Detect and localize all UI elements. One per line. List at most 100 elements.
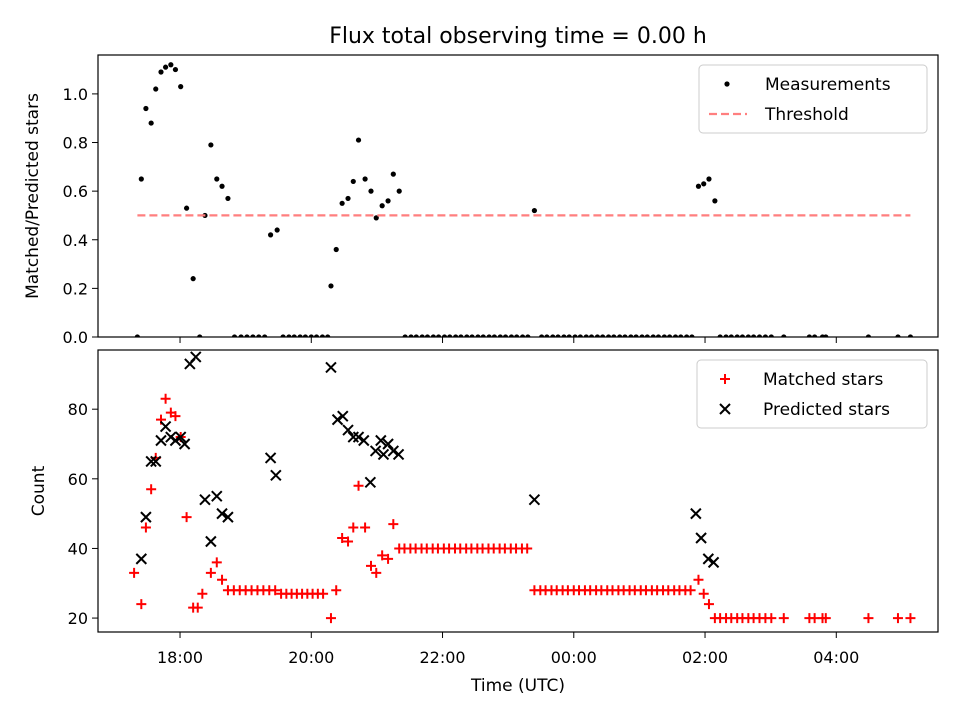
measurements-point bbox=[475, 334, 481, 337]
measurements-point bbox=[639, 334, 645, 337]
measurements-point bbox=[781, 334, 787, 337]
ratio-y-tick-label: 0.0 bbox=[63, 328, 88, 347]
measurements-point bbox=[138, 176, 144, 182]
predicted-stars-point bbox=[205, 535, 217, 548]
measurements-point bbox=[628, 334, 634, 337]
measurements-point bbox=[812, 334, 818, 337]
matched-stars-point bbox=[270, 585, 281, 596]
measurements-point bbox=[458, 334, 464, 337]
predicted-stars-point bbox=[342, 424, 354, 436]
predicted-stars-point bbox=[190, 351, 202, 363]
measurements-point bbox=[684, 334, 690, 337]
matched-stars-point bbox=[388, 519, 399, 530]
x-axis-label: Time (UTC) bbox=[470, 676, 565, 696]
predicted-stars-point bbox=[270, 469, 282, 482]
measurements-point bbox=[219, 183, 225, 189]
measurements-point bbox=[238, 334, 244, 337]
matched-stars-point bbox=[217, 574, 228, 585]
measurements-point bbox=[385, 198, 391, 204]
measurements-point bbox=[328, 283, 334, 289]
measurements-point bbox=[605, 334, 612, 337]
count-x-tick-label: 22:00 bbox=[419, 648, 465, 667]
count-x-tick-label: 04:00 bbox=[813, 648, 859, 667]
measurements-point bbox=[806, 334, 812, 337]
measurements-point bbox=[408, 334, 414, 337]
matched-stars-point bbox=[211, 557, 222, 568]
measurements-point bbox=[712, 198, 718, 204]
predicted-stars-point bbox=[707, 556, 720, 569]
count-y-axis-label: Count bbox=[29, 465, 49, 516]
measurements-point bbox=[823, 334, 829, 337]
measurements-point bbox=[291, 334, 297, 337]
matched-stars-point bbox=[181, 512, 192, 523]
measurements-point bbox=[678, 334, 684, 337]
measurements-point bbox=[480, 334, 486, 337]
ratio-y-tick-label: 0.4 bbox=[63, 231, 88, 250]
measurements-point bbox=[447, 334, 453, 337]
legend-measurements-swatch bbox=[724, 81, 730, 87]
predicted-stars-point bbox=[358, 434, 370, 447]
measurements-point bbox=[225, 195, 231, 202]
matched-stars-point bbox=[146, 484, 157, 495]
count-data bbox=[129, 351, 916, 624]
measurements-point bbox=[588, 334, 595, 337]
ratio-y-tick-label: 0.2 bbox=[63, 279, 88, 298]
measurements-point bbox=[583, 334, 589, 337]
measurements-point bbox=[262, 334, 268, 337]
measurements-point bbox=[633, 334, 639, 337]
measurements-point bbox=[256, 334, 262, 337]
measurements-point bbox=[572, 334, 578, 337]
count-panel: 20 40 60 80 18:00 20:00 22:00 00:00 02:00 04:00 Co… bbox=[29, 349, 939, 667]
measurements-point bbox=[143, 105, 149, 112]
measurements-point bbox=[550, 334, 556, 337]
measurements-point bbox=[274, 227, 280, 233]
measurements-point bbox=[178, 84, 184, 90]
count-y-tick-label: 40 bbox=[68, 539, 88, 558]
matched-stars-point bbox=[331, 585, 342, 596]
predicted-stars-point bbox=[347, 431, 359, 443]
measurements-point bbox=[655, 334, 662, 337]
matched-stars-point bbox=[820, 613, 831, 624]
measurements-point bbox=[313, 334, 320, 337]
measurements-point bbox=[508, 334, 515, 337]
legend-box bbox=[698, 64, 928, 134]
measurements-point bbox=[419, 334, 425, 337]
measurements-point bbox=[345, 195, 351, 202]
ratio-panel: 0.0 0.2 0.4 0.6 0.8 1.0 Matched/Predicted star… bbox=[23, 54, 939, 347]
measurements-point bbox=[148, 120, 154, 126]
measurements-point bbox=[544, 334, 550, 337]
legend-predicted-stars-label: Predicted stars bbox=[763, 400, 890, 420]
measurements-point bbox=[644, 334, 650, 337]
figure-title: Flux total observing time = 0.00 h bbox=[329, 24, 707, 49]
measurements-point bbox=[350, 178, 356, 185]
measurements-point bbox=[561, 334, 567, 337]
measurements-point bbox=[168, 62, 174, 68]
count-y-tick-label: 80 bbox=[68, 400, 88, 419]
measurements-point bbox=[231, 334, 238, 337]
measurements-point bbox=[339, 200, 345, 206]
measurements-point bbox=[745, 334, 751, 337]
predicted-stars-point bbox=[392, 448, 405, 461]
measurements-point bbox=[197, 334, 203, 337]
measurements-point bbox=[362, 176, 368, 182]
measurements-point bbox=[907, 334, 914, 337]
predicted-stars-point bbox=[375, 434, 387, 447]
matched-stars-point bbox=[522, 543, 533, 554]
measurements-point bbox=[280, 334, 286, 337]
measurements-point bbox=[413, 334, 419, 337]
matched-stars-point bbox=[140, 522, 151, 533]
measurements-point bbox=[577, 334, 583, 337]
predicted-stars-point bbox=[150, 455, 162, 468]
matched-stars-point bbox=[693, 574, 704, 585]
predicted-stars-point bbox=[135, 553, 148, 565]
predicted-stars-point bbox=[174, 431, 187, 443]
predicted-stars-point bbox=[382, 438, 394, 450]
legend-matched-stars-label: Matched stars bbox=[763, 370, 883, 390]
predicted-stars-point bbox=[331, 413, 344, 426]
predicted-stars-point bbox=[216, 507, 228, 520]
measurements-point bbox=[319, 334, 326, 337]
predicted-stars-point bbox=[702, 553, 715, 565]
predicted-stars-point bbox=[145, 455, 157, 468]
legend-matched-stars-swatch bbox=[720, 374, 730, 384]
